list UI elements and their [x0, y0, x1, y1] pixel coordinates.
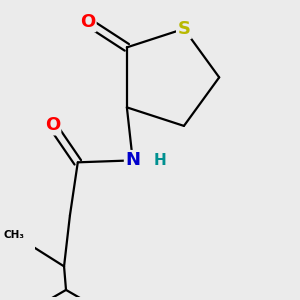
Text: CH₃: CH₃ — [4, 230, 25, 240]
Text: N: N — [125, 152, 140, 169]
Text: O: O — [80, 13, 95, 31]
Text: H: H — [154, 153, 167, 168]
Text: S: S — [177, 20, 190, 38]
Text: O: O — [45, 116, 60, 134]
